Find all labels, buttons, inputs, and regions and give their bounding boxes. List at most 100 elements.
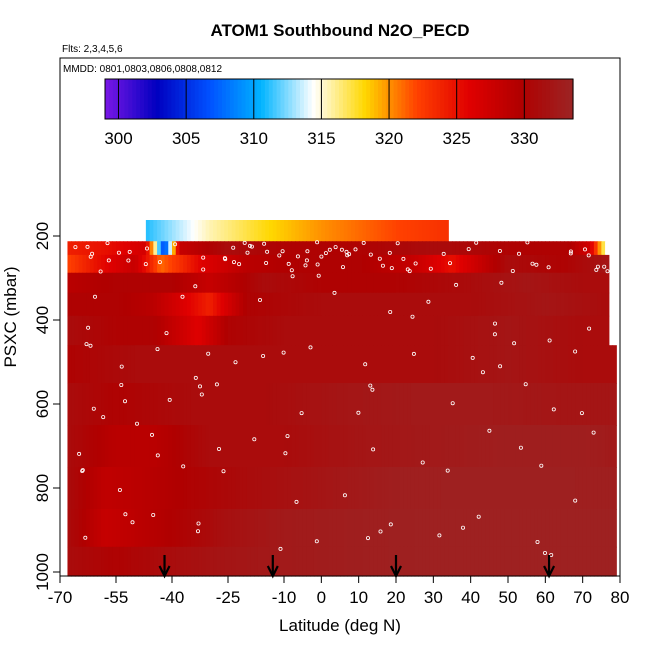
heatmap-cell: [71, 425, 76, 468]
heatmap-cell: [298, 546, 304, 577]
colorbar-segment: [557, 79, 562, 119]
heatmap-cell: [284, 315, 289, 346]
colorbar-segment: [553, 79, 558, 119]
heatmap-cell: [261, 241, 266, 256]
heatmap-cell: [242, 220, 248, 242]
heatmap-cell: [351, 254, 356, 274]
heatmap-cell: [78, 345, 83, 384]
heatmap-cell: [351, 546, 356, 577]
heatmap-cell: [291, 220, 296, 242]
heatmap-cell: [280, 467, 285, 510]
heatmap-cell: [153, 345, 158, 384]
heatmap-cell: [298, 292, 304, 317]
heatmap-cell: [399, 546, 405, 577]
colorbar-segment: [358, 79, 363, 119]
heatmap-cell: [392, 254, 397, 274]
heatmap-cell: [127, 272, 132, 294]
heatmap-cell: [164, 220, 169, 242]
heatmap-cell: [228, 345, 233, 384]
heatmap-cell: [213, 546, 218, 577]
sample-point-marker: [339, 247, 344, 252]
heatmap-cell: [157, 467, 162, 510]
heatmap-cell: [440, 292, 446, 317]
colorbar-segment: [518, 79, 523, 119]
heatmap-cell: [392, 315, 397, 346]
heatmap-cell: [407, 254, 412, 274]
heatmap-cell: [265, 509, 270, 548]
heatmap-cell: [366, 292, 371, 317]
heatmap-cell: [478, 272, 483, 294]
colorbar-segment: [171, 79, 176, 119]
heatmap-cell: [257, 272, 263, 294]
heatmap-cell: [265, 345, 270, 384]
heatmap-cell: [455, 345, 461, 384]
heatmap-cell: [198, 254, 203, 274]
heatmap-cell: [67, 467, 72, 510]
heatmap-cell: [433, 425, 438, 468]
heatmap-cell: [496, 292, 502, 317]
heatmap-cell: [306, 383, 311, 426]
heatmap-cell: [388, 546, 393, 577]
sample-point-marker: [199, 392, 204, 397]
heatmap-cell: [190, 425, 195, 468]
heatmap-cell: [399, 345, 405, 384]
sample-point-marker: [395, 241, 400, 246]
sample-point-marker: [164, 331, 169, 336]
colorbar-segment: [565, 79, 570, 119]
heatmap-cell: [425, 509, 431, 548]
heatmap-cell: [377, 241, 382, 256]
heatmap-cell: [541, 292, 546, 317]
heatmap-cell: [175, 467, 181, 510]
colorbar-segment: [307, 79, 313, 119]
heatmap-cell: [261, 315, 266, 346]
heatmap-cell: [388, 272, 393, 294]
heatmap-cell: [261, 546, 266, 577]
colorbar-segment: [276, 79, 282, 119]
heatmap-cell: [78, 546, 83, 577]
colorbar-segment: [210, 79, 215, 119]
heatmap-cell: [347, 220, 352, 242]
sample-point-marker: [130, 520, 135, 525]
heatmap-cell: [444, 467, 449, 510]
heatmap-cell: [325, 546, 330, 577]
heatmap-cell: [425, 292, 431, 317]
heatmap-cell: [582, 345, 587, 384]
heatmap-cell: [493, 272, 498, 294]
heatmap-cell: [575, 467, 580, 510]
heatmap-cell: [82, 272, 87, 294]
heatmap-cell: [590, 292, 595, 317]
heatmap-cell: [425, 345, 431, 384]
heatmap-cell: [164, 272, 169, 294]
heatmap-cell: [425, 467, 431, 510]
heatmap-cell: [179, 315, 184, 346]
heatmap-cell: [228, 315, 233, 346]
heatmap-cell: [97, 467, 102, 510]
heatmap-cell: [481, 241, 487, 256]
sample-point-marker: [340, 265, 345, 270]
heatmap-cell: [612, 383, 617, 426]
heatmap-cell: [593, 345, 599, 384]
heatmap-cell: [418, 315, 423, 346]
heatmap-cell: [298, 315, 304, 346]
sample-point-marker: [437, 533, 442, 538]
heatmap-cell: [198, 509, 203, 548]
heatmap-cell: [485, 292, 490, 317]
heatmap-cell: [93, 272, 98, 294]
heatmap-cell: [392, 509, 397, 548]
heatmap-cell: [373, 345, 378, 384]
heatmap-cell: [340, 272, 345, 294]
heatmap-cell: [138, 241, 143, 256]
heatmap-cell: [399, 315, 405, 346]
sample-points: [73, 240, 610, 558]
heatmap-cell: [228, 425, 233, 468]
heatmap-cell: [138, 292, 143, 317]
heatmap-cell: [325, 272, 330, 294]
colorbar-segment: [393, 79, 399, 119]
heatmap-cell: [511, 345, 517, 384]
heatmap-cell: [97, 425, 102, 468]
heatmap-cell: [552, 425, 558, 468]
heatmap-cell: [560, 467, 565, 510]
heatmap-cell: [86, 345, 91, 384]
heatmap-cell: [201, 383, 207, 426]
heatmap-cell: [586, 383, 591, 426]
